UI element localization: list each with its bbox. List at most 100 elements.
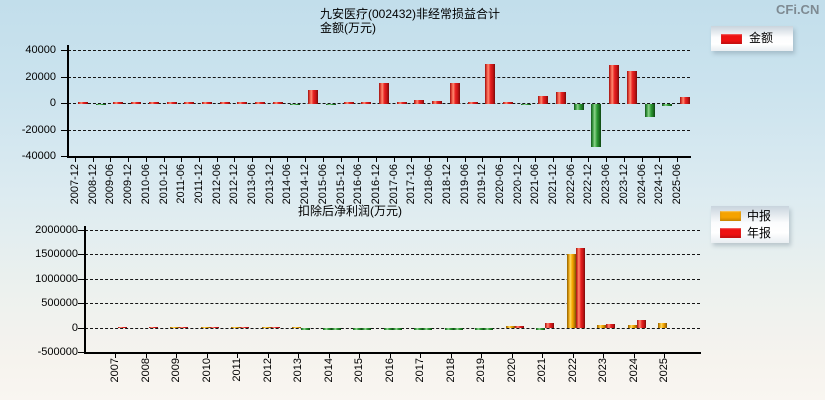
x-axis-tick: [482, 158, 484, 162]
interim-legend-swatch: [720, 211, 741, 221]
gridline: [85, 254, 700, 255]
bar-2019-06: [467, 102, 478, 104]
bar-2007-12: [78, 102, 88, 104]
mid-bar-2011: [231, 326, 240, 328]
x-axis-label-text: 2020-06: [493, 164, 506, 205]
annual-bar-2008: [148, 326, 158, 328]
annual-bar-2010: [209, 326, 219, 328]
y-axis-label: 20000: [25, 70, 56, 83]
x-axis-label: 2021-06: [529, 164, 542, 212]
x-axis-label-text: 2023-06: [600, 164, 613, 205]
x-axis-label: 2012-12: [228, 164, 241, 212]
x-axis-label: 2022-06: [565, 164, 578, 212]
bar-2024-06: [644, 103, 655, 117]
x-axis-tick: [633, 353, 635, 358]
x-axis-label-text: 2022-06: [564, 164, 577, 205]
y-axis-label: 500000: [41, 297, 78, 309]
bar-2012-12: [237, 102, 248, 104]
x-axis-label: 2014-06: [281, 164, 294, 212]
bar-2012-06: [219, 102, 230, 104]
x-axis-tick: [110, 158, 112, 162]
x-axis-label-text: 2018-12: [440, 164, 453, 205]
annual-bar-2019: [484, 328, 493, 330]
x-axis-label-text: 2016-12: [370, 164, 382, 205]
bottom-chart-title: 扣除后净利润(万元): [298, 204, 402, 218]
x-axis-tick: [517, 158, 519, 162]
x-axis-tick: [298, 353, 299, 358]
x-axis-tick: [269, 158, 271, 162]
x-axis-tick: [542, 353, 543, 358]
x-axis-label-text: 2009-06: [104, 164, 117, 205]
annual-bar-2022: [575, 248, 585, 328]
x-axis-label: 2010: [201, 358, 214, 400]
x-axis-label-text: 2013-06: [246, 164, 259, 205]
x-axis-tick: [234, 158, 236, 162]
y-axis-tick: [78, 229, 84, 231]
annual-bar-2024: [636, 319, 646, 328]
bar-2010-06: [148, 102, 159, 104]
x-axis-tick: [572, 353, 574, 358]
x-axis-tick: [446, 158, 448, 162]
y-axis-tick: [61, 129, 67, 131]
bar-2021-12: [556, 91, 567, 104]
x-axis-label-text: 2015-12: [334, 164, 347, 205]
x-axis-label-text: 2024-06: [635, 164, 648, 205]
gridline: [85, 229, 700, 231]
x-axis-label: 2025-06: [671, 164, 684, 212]
x-axis-tick: [358, 158, 360, 162]
annual-bar-2007: [118, 326, 127, 328]
x-axis-label: 2016: [384, 358, 397, 400]
x-axis-label-text: 2008-12: [86, 164, 99, 205]
x-axis-label-text: 2017-06: [387, 164, 400, 205]
y-axis-tick: [61, 50, 67, 52]
x-axis-tick: [389, 353, 391, 358]
bar-2016-12: [379, 82, 389, 104]
x-axis-label: 2007-12: [69, 164, 82, 212]
x-axis-label-text: 2007-12: [69, 164, 81, 205]
x-axis-label: 2010-06: [140, 164, 153, 212]
mid-bar-2009: [170, 326, 179, 328]
mid-bar-2020: [505, 326, 515, 328]
x-axis-label: 2018-06: [423, 164, 436, 212]
bar-2009-06: [113, 102, 124, 104]
x-axis-label: 2012-06: [211, 164, 224, 212]
annual-bar-2015: [362, 328, 371, 330]
x-axis-label: 2013-06: [246, 164, 259, 212]
y-axis-label: -20000: [21, 123, 56, 136]
x-axis-label-text: 2013: [292, 358, 304, 383]
x-axis-label: 2019: [475, 358, 488, 400]
annual-bar-2020: [514, 326, 524, 328]
x-axis-label-text: 2021-12: [547, 164, 560, 205]
x-axis-label: 2011-12: [193, 164, 206, 212]
y-axis-tick: [78, 303, 84, 304]
x-axis-tick: [481, 353, 482, 358]
mid-bar-2024: [627, 324, 637, 328]
x-axis-tick: [411, 158, 413, 162]
x-axis-label: 2023-06: [600, 164, 613, 212]
gridline: [68, 103, 690, 105]
x-axis-tick: [145, 353, 147, 358]
annual-bar-2023: [606, 323, 615, 328]
bar-2020-06: [502, 102, 513, 104]
x-axis-label-text: 2012: [261, 358, 274, 383]
mid-bar-2019: [475, 328, 484, 330]
x-axis-label-text: 2010: [200, 358, 213, 383]
x-axis-tick: [176, 353, 177, 358]
x-axis-label-text: 2011-12: [192, 164, 205, 204]
x-axis-label: 2019-06: [459, 164, 472, 212]
mid-bar-2012: [261, 326, 271, 328]
annual-bar-2012: [270, 326, 280, 328]
y-axis-tick: [78, 278, 84, 280]
x-axis-label: 2015: [353, 358, 366, 400]
x-axis-label: 2018: [445, 358, 458, 400]
bar-2017-12: [414, 99, 425, 104]
bar-2016-06: [361, 102, 372, 104]
bar-2018-12: [449, 83, 460, 104]
bar-2023-06: [609, 64, 620, 104]
gridline: [85, 303, 700, 304]
gridline: [85, 278, 700, 280]
bar-2009-12: [131, 101, 142, 104]
bar-2015-12: [343, 102, 354, 104]
mid-bar-2022: [566, 253, 576, 328]
bar-2022-06: [573, 103, 584, 110]
